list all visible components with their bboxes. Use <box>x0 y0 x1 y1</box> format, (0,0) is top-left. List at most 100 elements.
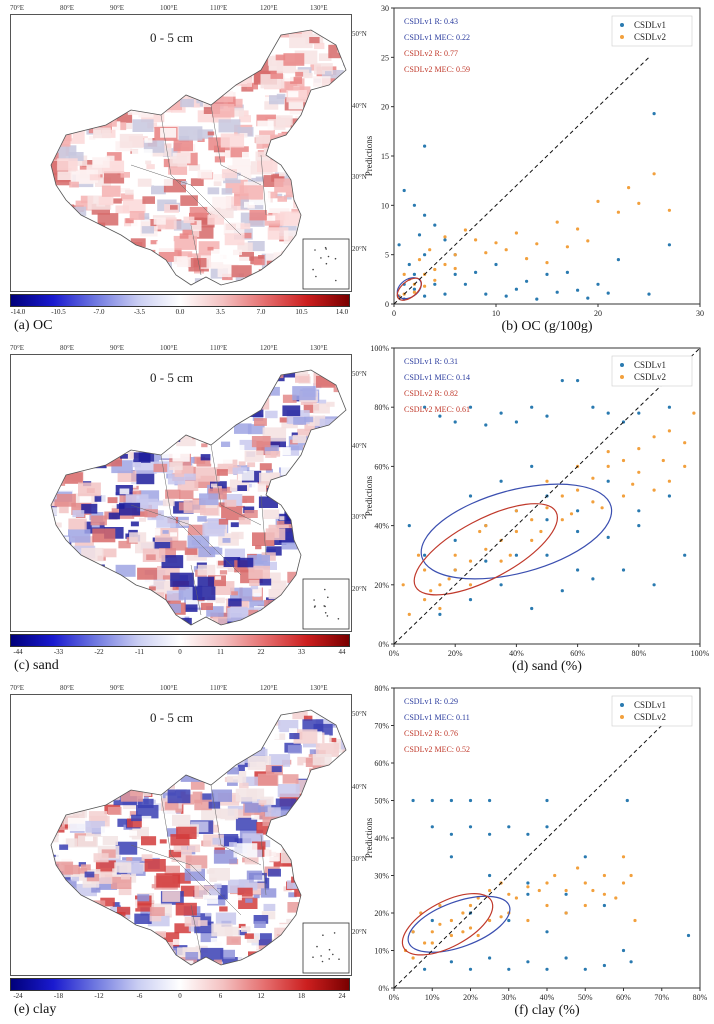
panel-caption: (a) OC <box>14 318 53 333</box>
data-point-csdlv1 <box>507 918 511 923</box>
lon-tick-label: 70°E <box>10 344 25 352</box>
legend-label: CSDLv2 <box>634 712 666 722</box>
data-point-csdlv1 <box>564 892 568 896</box>
y-axis-label: Predictions <box>364 817 374 858</box>
data-point-csdlv1 <box>488 873 492 878</box>
colorbar-tick-label: -6 <box>136 992 143 1000</box>
inset-island <box>335 279 337 282</box>
province-border <box>210 444 262 526</box>
x-tick-label: 20 <box>594 309 602 318</box>
y-tick-label: 80% <box>374 684 389 693</box>
data-point-csdlv2 <box>407 612 411 616</box>
colorbar-tick-label: 6 <box>218 992 223 1000</box>
inset-island <box>338 958 340 960</box>
data-point-csdlv1 <box>488 798 492 803</box>
x-tick-label: 20% <box>448 649 463 658</box>
data-point-csdlv2 <box>652 488 656 492</box>
data-point-csdlv1 <box>560 589 564 593</box>
data-point-csdlv1 <box>433 282 437 286</box>
data-point-csdlv1 <box>606 411 610 415</box>
legend-label: CSDLv2 <box>634 372 666 382</box>
data-point-csdlv2 <box>535 242 539 246</box>
data-point-csdlv2 <box>430 930 434 934</box>
map-panel-clay: 70°E 80°E 90°E 100°E 110°E 120°E 130°E 50°N 40°N… <box>0 680 367 1024</box>
data-point-csdlv1 <box>683 553 687 557</box>
y-tick-label: 20% <box>374 909 389 918</box>
x-tick-label: 60% <box>616 993 631 1002</box>
data-point-csdlv2 <box>499 915 503 919</box>
inset-island <box>328 948 331 951</box>
y-tick-label: 25 <box>381 53 389 62</box>
data-point-csdlv2 <box>438 922 442 926</box>
data-point-csdlv2 <box>629 873 633 878</box>
province-border <box>260 154 267 216</box>
colorbar-tick-label: 0.0 <box>175 308 185 316</box>
province-border <box>160 454 212 556</box>
data-point-csdlv2 <box>468 926 473 930</box>
y-axis-label: Predictions <box>364 475 374 516</box>
y-tick-label: 0% <box>378 640 389 649</box>
data-point-csdlv2 <box>484 547 488 551</box>
panel-caption: (d) sand (%) <box>512 659 582 674</box>
inset-island <box>325 262 328 265</box>
colorbar-tick-label: 18 <box>298 992 305 1000</box>
colorbar <box>10 978 350 991</box>
data-point-csdlv2 <box>631 482 635 486</box>
data-point-csdlv2 <box>411 930 415 934</box>
data-point-csdlv1 <box>545 930 549 934</box>
data-point-csdlv2 <box>514 509 518 513</box>
colorbar-tick-label: -10.5 <box>51 308 66 316</box>
x-tick-label: 50% <box>578 993 593 1002</box>
data-point-csdlv2 <box>621 881 626 885</box>
colorbar-tick-label: 10.5 <box>295 308 308 316</box>
data-point-csdlv1 <box>430 798 434 803</box>
lat-tick-label: 40°N <box>352 441 367 450</box>
data-point-csdlv2 <box>667 429 671 433</box>
data-point-csdlv2 <box>652 435 656 439</box>
data-point-csdlv2 <box>499 559 503 563</box>
inset-island <box>324 588 326 591</box>
x-tick-label: 80% <box>693 993 708 1002</box>
legend-label: CSDLv1 <box>634 700 666 710</box>
x-tick-label: 70% <box>654 993 669 1002</box>
data-point-csdlv2 <box>596 199 600 203</box>
colorbar-tick-label: 33 <box>298 648 305 656</box>
inset-island <box>313 599 315 601</box>
lon-tick-label: 120°E <box>260 344 278 352</box>
data-point-csdlv2 <box>545 881 549 885</box>
data-point-csdlv2 <box>453 266 457 271</box>
data-point-csdlv2 <box>576 227 580 231</box>
data-point-csdlv1 <box>602 963 606 968</box>
lat-tick-label: 40°N <box>352 101 367 110</box>
data-point-csdlv1 <box>526 960 530 964</box>
data-point-csdlv2 <box>443 235 447 239</box>
data-point-csdlv1 <box>402 188 406 193</box>
legend-marker <box>620 35 624 39</box>
data-point-csdlv2 <box>545 261 549 265</box>
y-tick-label: 5 <box>385 251 389 260</box>
confidence-ellipse-csdlv1 <box>407 895 511 953</box>
data-point-csdlv2 <box>488 918 492 923</box>
y-tick-label: 20 <box>381 103 389 112</box>
data-point-csdlv1 <box>463 282 467 286</box>
data-point-csdlv1 <box>535 297 539 301</box>
province-border <box>260 494 267 556</box>
colorbar-tick-label: -14.0 <box>10 308 26 316</box>
legend-marker <box>620 715 624 719</box>
data-point-csdlv1 <box>629 960 633 964</box>
lat-tick-label: 30°N <box>352 513 367 522</box>
data-point-csdlv1 <box>468 798 473 803</box>
china-map <box>50 29 350 290</box>
data-point-csdlv2 <box>461 930 465 934</box>
data-point-csdlv2 <box>576 866 580 870</box>
legend-box <box>611 355 693 387</box>
data-point-csdlv1 <box>667 405 671 409</box>
panel-caption: (f) clay (%) <box>514 1003 580 1018</box>
data-point-csdlv2 <box>453 253 457 257</box>
lon-tick-label: 120°E <box>260 4 278 12</box>
data-point-csdlv2 <box>468 903 473 908</box>
x-tick-label: 0% <box>389 993 400 1002</box>
data-point-csdlv1 <box>564 956 568 960</box>
data-point-csdlv1 <box>637 524 641 528</box>
y-tick-label: 60% <box>374 462 389 471</box>
